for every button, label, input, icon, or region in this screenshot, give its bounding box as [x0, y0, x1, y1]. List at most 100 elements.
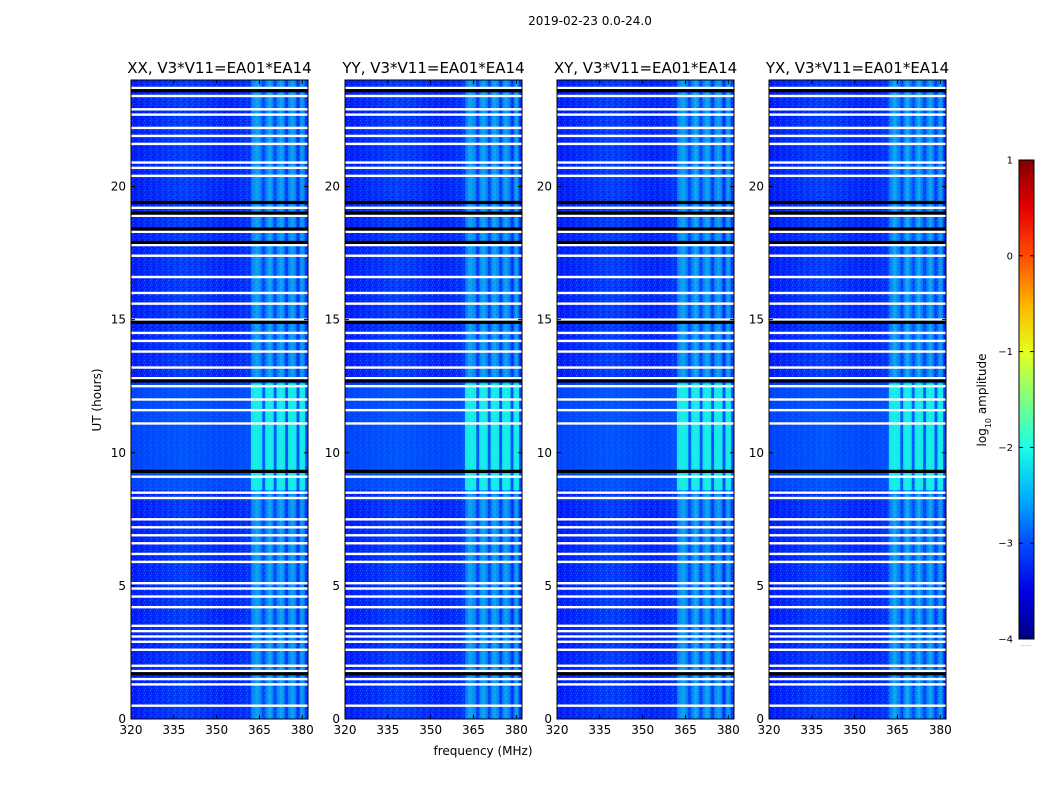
- blanked-row: [769, 142, 946, 146]
- flagged-row: [131, 211, 308, 215]
- rfi-band-strong: [250, 383, 263, 491]
- y-tick-label: 10: [537, 446, 552, 460]
- blanked-row: [131, 587, 308, 590]
- x-tick-label: 320: [334, 723, 357, 737]
- flagged-row: [557, 240, 734, 245]
- blanked-row: [345, 552, 522, 556]
- blanked-row: [131, 134, 308, 138]
- blanked-row: [769, 291, 946, 295]
- blanked-row: [345, 491, 522, 494]
- blanked-row: [557, 683, 734, 686]
- flagged-row: [557, 200, 734, 205]
- blanked-row: [131, 384, 308, 388]
- blanked-row: [769, 542, 946, 545]
- blanked-row: [769, 640, 946, 643]
- colorbar: [1018, 159, 1035, 640]
- flagged-row: [131, 320, 308, 324]
- rfi-band-strong: [926, 383, 935, 491]
- blanked-row: [345, 605, 522, 609]
- blanked-row: [131, 142, 308, 146]
- blanked-row: [769, 94, 946, 98]
- blanked-row: [345, 629, 522, 633]
- blanked-row: [131, 174, 308, 178]
- blanked-row: [345, 384, 522, 388]
- panel-xx: XX, V3*V11=EA01*EA14 320 335 350 365 380 0 5 10 1…: [111, 59, 314, 737]
- blanked-row: [769, 108, 946, 111]
- colorbar-tick-label: 1: [1007, 156, 1013, 167]
- flagged-row: [345, 227, 522, 231]
- colorbar-tick-label: −4: [998, 635, 1013, 646]
- x-axis-label: frequency (MHz): [433, 744, 532, 758]
- x-tick-label: 335: [588, 723, 611, 737]
- blanked-row: [345, 669, 522, 673]
- blanked-row: [557, 243, 734, 247]
- blanked-row: [345, 518, 522, 521]
- blanked-row: [131, 518, 308, 521]
- flagged-row: [557, 320, 734, 324]
- blanked-row: [345, 664, 522, 667]
- blanked-row: [557, 491, 734, 494]
- blanked-row: [345, 582, 522, 585]
- panel-yx: YX, V3*V11=EA01*EA14 320 335 350 365 380 0 5 10 1…: [749, 59, 952, 737]
- blanked-row: [557, 161, 734, 164]
- blanked-row: [557, 398, 734, 401]
- blanked-row: [131, 534, 308, 537]
- blanked-row: [345, 161, 522, 164]
- blanked-row: [131, 254, 308, 257]
- blanked-row: [557, 560, 734, 564]
- rfi-band-strong: [502, 383, 511, 491]
- x-tick-label: 365: [674, 723, 697, 737]
- blanked-row: [345, 677, 522, 681]
- panel-title: YY, V3*V11=EA01*EA14: [341, 59, 524, 77]
- blanked-row: [345, 526, 522, 529]
- x-tick-label: 365: [886, 723, 909, 737]
- colorbar-tick-label: −2: [998, 443, 1013, 454]
- blanked-row: [769, 166, 946, 170]
- blanked-row: [131, 350, 308, 353]
- blanked-row: [345, 206, 522, 209]
- flagged-row: [345, 200, 522, 205]
- flagged-row: [345, 320, 522, 324]
- blanked-row: [131, 605, 308, 609]
- blanked-row: [131, 408, 308, 412]
- blanked-row: [769, 648, 946, 651]
- blanked-row: [557, 318, 734, 321]
- blanked-row: [131, 318, 308, 321]
- blanked-row: [557, 377, 734, 380]
- blanked-row: [345, 408, 522, 412]
- panel-frame: [344, 79, 523, 720]
- blanked-row: [131, 230, 308, 233]
- rfi-band-strong: [490, 383, 500, 491]
- blanked-row: [557, 542, 734, 545]
- blanked-row: [345, 560, 522, 564]
- y-tick-label: 20: [537, 180, 552, 194]
- x-tick-label: 335: [162, 723, 185, 737]
- blanked-row: [557, 302, 734, 305]
- blanked-row: [769, 664, 946, 667]
- rfi-band-strong: [937, 383, 944, 491]
- blanked-row: [345, 291, 522, 295]
- colorbar-tick-label: −3: [998, 539, 1013, 550]
- blanked-row: [345, 595, 522, 598]
- y-tick-label: 10: [111, 446, 126, 460]
- blanked-row: [345, 108, 522, 111]
- blanked-row: [345, 496, 522, 500]
- blanked-row: [769, 126, 946, 130]
- blanked-row: [131, 648, 308, 651]
- blanked-row: [345, 635, 522, 638]
- flagged-row: [769, 89, 946, 93]
- blanked-row: [557, 422, 734, 425]
- blanked-row: [345, 542, 522, 545]
- blanked-row: [131, 496, 308, 500]
- blanked-row: [131, 275, 308, 279]
- blanked-row: [345, 86, 522, 90]
- x-tick-label: 380: [505, 723, 528, 737]
- blanked-row: [345, 350, 522, 353]
- x-tick-label: 335: [800, 723, 823, 737]
- blanked-row: [557, 113, 734, 116]
- blanked-row: [557, 108, 734, 111]
- blanked-row: [557, 526, 734, 529]
- x-tick-label: 380: [291, 723, 314, 737]
- blanked-row: [131, 595, 308, 598]
